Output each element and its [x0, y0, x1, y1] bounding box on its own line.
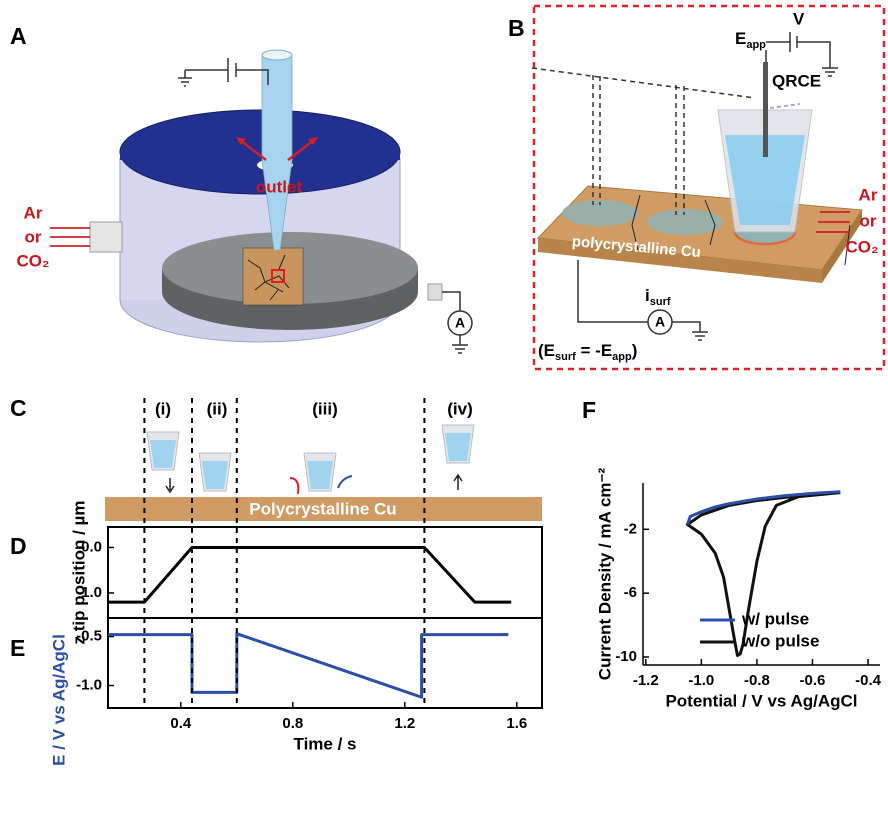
data-line	[108, 634, 508, 698]
x-tick-label: 0.8	[282, 715, 303, 732]
phase-label: (i)	[155, 399, 171, 418]
x-axis-label: Potential / V vs Ag/AgCl	[665, 691, 857, 710]
phase-label: (iv)	[447, 399, 473, 418]
gas-label: CO₂	[16, 251, 49, 270]
figure: A B C D E F outlet Ar or CO₂ A Eapp V QR…	[0, 0, 888, 816]
x-tick-label: -1.2	[633, 672, 659, 689]
panel-label: D	[10, 533, 27, 559]
y-tick-label: -6	[624, 584, 637, 601]
x-tick-label: 0.4	[170, 715, 192, 732]
panel-label: A	[10, 23, 27, 49]
text: surf	[555, 351, 576, 363]
x-tick-label: -1.0	[688, 672, 714, 689]
current-label: isurf	[645, 286, 671, 307]
gas-label: CO₂	[845, 237, 878, 256]
text: app	[746, 39, 766, 51]
text: (E	[538, 341, 555, 360]
text: E	[735, 29, 746, 48]
ammeter-label: A	[455, 315, 465, 331]
legend-label: w/o pulse	[741, 631, 819, 650]
y-tick-label: -0.5	[76, 628, 102, 645]
panel-label: B	[508, 15, 525, 41]
text: = -E	[576, 341, 612, 360]
panel-label: E	[10, 635, 25, 661]
plot-frame	[108, 527, 542, 618]
y-tick-label: -10	[615, 648, 637, 665]
y-axis-label: Current Density / mA cm⁻²	[595, 467, 614, 680]
legend-label: w/ pulse	[741, 609, 809, 628]
x-axis-label: Time / s	[294, 734, 357, 753]
panel-label: C	[10, 395, 27, 421]
x-tick-label: -0.4	[855, 672, 882, 689]
data-line	[687, 492, 840, 525]
y-axis-label: E / V vs Ag/AgCl	[49, 634, 68, 766]
x-tick-label: 1.6	[506, 715, 527, 732]
secm-illustration	[532, 6, 884, 369]
outlet-label: outlet	[256, 177, 303, 196]
substrate-label: Polycrystalline Cu	[249, 499, 396, 518]
gas-label: Ar	[24, 203, 43, 222]
relation-label: (Esurf = -Eapp)	[538, 341, 637, 362]
text: app	[612, 351, 632, 363]
cell-illustration	[50, 50, 472, 353]
text: )	[632, 341, 638, 360]
qrce-label: QRCE	[772, 71, 821, 90]
x-tick-label: 1.2	[394, 715, 415, 732]
gas-label: or	[860, 211, 877, 230]
voltage-label: V	[793, 9, 805, 28]
text: surf	[650, 296, 671, 308]
e-app-label: Eapp	[735, 29, 766, 50]
gas-label: Ar	[859, 185, 878, 204]
ammeter-label: A	[655, 314, 665, 330]
phase-label: (iii)	[312, 399, 338, 418]
panel-label: F	[582, 397, 596, 423]
y-axis-label: z tip position / µm	[69, 501, 88, 645]
x-tick-label: -0.8	[744, 672, 770, 689]
x-tick-label: -0.6	[800, 672, 826, 689]
y-tick-label: -2	[624, 520, 637, 537]
gas-label: or	[25, 227, 42, 246]
y-tick-label: -1.0	[76, 676, 102, 693]
data-line	[108, 547, 511, 602]
phase-label: (ii)	[207, 399, 228, 418]
